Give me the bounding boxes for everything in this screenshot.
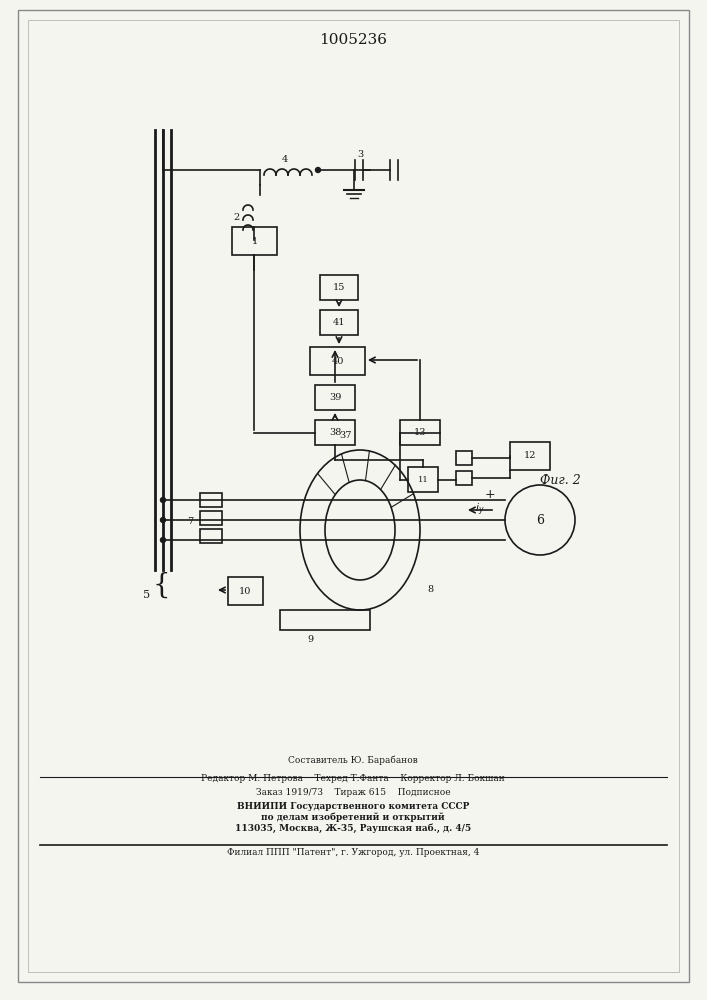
Text: 15: 15 — [333, 283, 345, 292]
Text: Филиал ППП "Патент", г. Ужгород, ул. Проектная, 4: Филиал ППП "Патент", г. Ужгород, ул. Про… — [227, 848, 479, 857]
Text: 41: 41 — [333, 318, 345, 327]
Text: Составитель Ю. Барабанов: Составитель Ю. Барабанов — [288, 756, 418, 765]
Text: по делам изобретений и открытий: по делам изобретений и открытий — [261, 812, 445, 822]
Bar — [510, 442, 550, 470]
Bar — [200, 511, 222, 525]
Text: +: + — [485, 488, 496, 502]
Text: Фиг. 2: Фиг. 2 — [539, 474, 580, 487]
Text: 8: 8 — [427, 585, 433, 594]
Bar — [320, 275, 358, 300]
Bar — [200, 529, 222, 543]
Bar — [320, 310, 358, 335]
Text: ВНИИПИ Государственного комитета СССР: ВНИИПИ Государственного комитета СССР — [237, 802, 469, 811]
Text: 1: 1 — [252, 236, 257, 245]
Text: 38: 38 — [329, 428, 341, 437]
Bar — [280, 610, 370, 630]
Text: 40: 40 — [332, 357, 344, 365]
Text: 1005236: 1005236 — [319, 33, 387, 47]
Text: 3: 3 — [357, 150, 363, 159]
Text: 11: 11 — [418, 476, 428, 484]
Bar — [456, 451, 472, 465]
Bar — [400, 420, 440, 445]
Text: 2: 2 — [234, 213, 240, 222]
Text: {: { — [153, 572, 170, 598]
Text: 4: 4 — [282, 155, 288, 164]
Circle shape — [160, 497, 165, 502]
Ellipse shape — [325, 480, 395, 580]
Text: 5: 5 — [143, 590, 150, 600]
Text: $i_y$: $i_y$ — [475, 502, 485, 518]
Text: 6: 6 — [536, 514, 544, 526]
Text: 7: 7 — [187, 518, 193, 526]
Bar — [200, 493, 222, 507]
Text: 37: 37 — [339, 430, 351, 440]
Bar — [456, 471, 472, 485]
Text: Редактор М. Петрова    Техред Т.Фанта    Корректор Л. Бокшан: Редактор М. Петрова Техред Т.Фанта Корре… — [201, 774, 505, 783]
Text: 39: 39 — [329, 393, 341, 402]
Text: 10: 10 — [239, 586, 252, 595]
Circle shape — [160, 538, 165, 542]
Bar — [315, 420, 355, 445]
Text: 113035, Москва, Ж-35, Раушская наб., д. 4/5: 113035, Москва, Ж-35, Раушская наб., д. … — [235, 823, 471, 833]
Circle shape — [160, 518, 165, 522]
Bar — [408, 467, 438, 492]
Text: 9: 9 — [307, 636, 313, 645]
Circle shape — [315, 167, 320, 172]
Bar — [310, 347, 365, 375]
Text: 13: 13 — [414, 428, 426, 437]
Text: 12: 12 — [524, 452, 536, 460]
Bar — [315, 385, 355, 410]
Text: Заказ 1919/73    Тираж 615    Подписное: Заказ 1919/73 Тираж 615 Подписное — [256, 788, 450, 797]
Bar — [228, 577, 263, 605]
Bar — [232, 227, 277, 255]
